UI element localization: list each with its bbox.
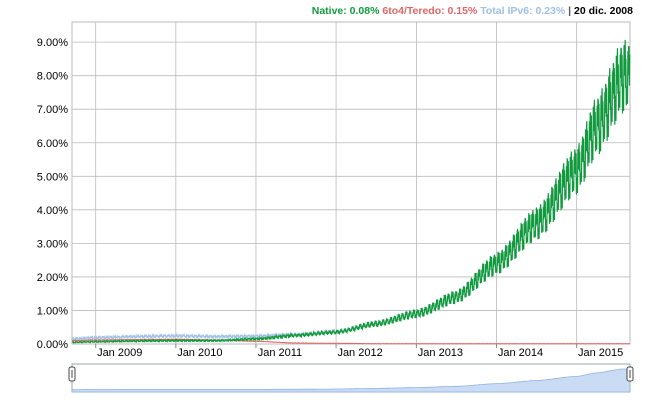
y-tick-label: 4.00%: [37, 205, 68, 217]
series-layer: [71, 39, 631, 345]
legend-native: Native: 0.08%: [311, 5, 380, 17]
legend-total: Total IPv6: 0.23%: [480, 5, 566, 17]
x-axis-ticks: Jan 2009 Jan 2010 Jan 2011 Jan 2012 Jan 2013…: [97, 347, 623, 359]
y-tick-label: 6.00%: [37, 138, 68, 150]
x-tick-label: Jan 2013: [418, 347, 463, 359]
series-native: [71, 40, 631, 344]
y-tick-label: 1.00%: [37, 305, 68, 317]
x-tick-label: Jan 2012: [337, 347, 382, 359]
legend-date: 20 dic. 2008: [574, 5, 633, 17]
legend-teredo: 6to4/Teredo: 0.15%: [382, 5, 478, 17]
x-tick-label: Jan 2009: [97, 347, 142, 359]
chart-legend: Native: 0.08% 6to4/Teredo: 0.15% Total I…: [312, 5, 633, 17]
x-tick-label: Jan 2014: [498, 347, 543, 359]
y-tick-label: 9.00%: [37, 37, 68, 49]
y-tick-label: 8.00%: [37, 71, 68, 83]
series-6to4-teredo: [71, 338, 630, 345]
x-tick-label: Jan 2010: [177, 347, 222, 359]
x-tick-label: Jan 2015: [578, 347, 623, 359]
y-tick-label: 2.00%: [37, 272, 68, 284]
y-tick-label: 3.00%: [37, 238, 68, 250]
y-axis-ticks: 0.00% 1.00% 2.00% 3.00% 4.00% 5.00% 6.00% 7.00%…: [37, 37, 68, 351]
x-tick-label: Jan 2011: [258, 347, 302, 359]
plot-frame: [71, 21, 631, 345]
y-tick-label: 0.00%: [37, 339, 68, 351]
range-navigator[interactable]: [68, 363, 634, 393]
legend-separator: |: [568, 5, 572, 17]
y-tick-label: 5.00%: [37, 171, 68, 183]
series-total-ipv6: [71, 39, 631, 342]
y-tick-label: 7.00%: [37, 104, 68, 116]
navigator-area: [71, 368, 631, 393]
grid: [71, 21, 631, 348]
